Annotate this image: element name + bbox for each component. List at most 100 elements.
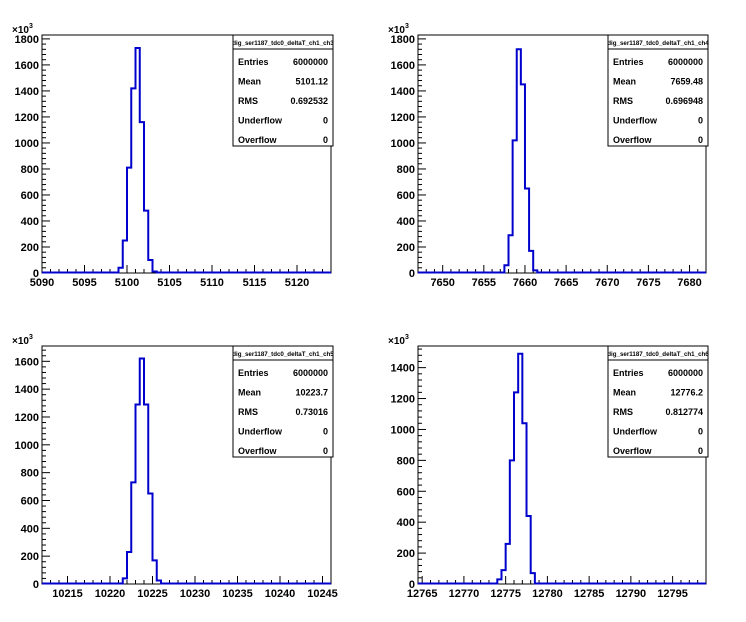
- x-tick-label: 7680: [677, 277, 701, 289]
- y-tick-label: 0: [33, 268, 39, 280]
- y-tick-label: 1200: [15, 412, 39, 424]
- stats-row-value: 0.692532: [290, 96, 328, 106]
- histogram-panel: 7650 7655 7660 7665 7670 7675 7680 0 200 400 600 80…: [388, 23, 709, 289]
- stats-row-label: Entries: [238, 57, 269, 67]
- stats-row-label: Overflow: [238, 135, 278, 145]
- stats-box-frame: [232, 345, 334, 458]
- y-tick-label: 1400: [15, 384, 39, 396]
- y-tick-label: 600: [21, 495, 39, 507]
- x-tick-label: 5095: [72, 277, 96, 289]
- x-tick-label: 10240: [265, 588, 296, 600]
- y-tick-label: 400: [21, 523, 39, 535]
- y-tick-label: 1600: [15, 356, 39, 368]
- x-tick-label: 10245: [307, 588, 338, 600]
- y-multiplier-label: ×103: [388, 334, 409, 347]
- y-tick-label: 1000: [391, 424, 415, 436]
- stats-row-label: RMS: [238, 407, 258, 417]
- histogram-series: [418, 48, 706, 274]
- stats-box: dig_ser1187_tdc0_deltaT_ch1_ch3 Entries 60…: [232, 34, 334, 147]
- stats-row-label: Overflow: [613, 135, 653, 145]
- x-tick-label: 7650: [430, 277, 454, 289]
- x-tick-label: 12770: [449, 588, 480, 600]
- x-tick-label: 7675: [636, 277, 660, 289]
- stats-box: dig_ser1187_tdc0_deltaT_ch1_ch4 Entries 60…: [607, 34, 709, 147]
- y-tick-label: 200: [21, 242, 39, 254]
- y-multiplier-label: ×103: [388, 23, 409, 36]
- stats-row-value: 5101.12: [295, 77, 328, 87]
- stats-row-value: 10223.7: [295, 388, 328, 398]
- stats-box-title: dig_ser1187_tdc0_deltaT_ch1_ch6: [607, 351, 709, 358]
- x-tick-label: 12775: [490, 588, 521, 600]
- y-tick-label: 800: [21, 468, 39, 480]
- x-tick-label: 10215: [52, 588, 83, 600]
- y-tick-label: 800: [397, 164, 415, 176]
- stats-row-value: 0: [323, 427, 328, 437]
- histogram-panel: 5090 5095 5100 5105 5110 5115 5120 0 200 400 600 80…: [12, 23, 334, 289]
- y-tick-label: 1400: [391, 86, 415, 98]
- stats-row-label: Entries: [238, 368, 269, 378]
- stats-row-label: RMS: [613, 96, 633, 106]
- y-tick-label: 1000: [15, 440, 39, 452]
- stats-row-value: 0: [323, 135, 328, 145]
- y-tick-label: 0: [409, 268, 415, 280]
- x-tick-label: 12795: [657, 588, 688, 600]
- y-tick-label: 1400: [391, 363, 415, 375]
- x-tick-label: 12790: [616, 588, 647, 600]
- stats-row-value: 12776.2: [670, 388, 703, 398]
- stats-box-title: dig_ser1187_tdc0_deltaT_ch1_ch3: [232, 40, 334, 47]
- stats-row-value: 0: [698, 427, 703, 437]
- stats-row-label: Mean: [238, 77, 261, 87]
- stats-row-label: Entries: [613, 368, 644, 378]
- stats-box: dig_ser1187_tdc0_deltaT_ch1_ch5 Entries 60…: [232, 345, 334, 458]
- x-tick-label: 5090: [30, 277, 54, 289]
- stats-row-value: 0: [698, 116, 703, 126]
- y-tick-label: 600: [397, 190, 415, 202]
- stats-row-value: 0: [323, 116, 328, 126]
- x-tick-label: 5120: [285, 277, 309, 289]
- y-tick-label: 400: [21, 216, 39, 228]
- histogram-series: [42, 47, 331, 274]
- stats-row-value: 6000000: [668, 368, 703, 378]
- stats-row-label: Overflow: [613, 446, 653, 456]
- y-tick-label: 1000: [391, 138, 415, 150]
- stats-row-value: 0: [698, 135, 703, 145]
- stats-row-value: 6000000: [668, 57, 703, 67]
- y-multiplier-label: ×103: [12, 23, 33, 36]
- stats-row-label: Underflow: [613, 116, 658, 126]
- y-tick-label: 400: [397, 216, 415, 228]
- stats-row-label: RMS: [238, 96, 258, 106]
- y-tick-label: 800: [397, 455, 415, 467]
- y-tick-label: 600: [21, 190, 39, 202]
- stats-box-title: dig_ser1187_tdc0_deltaT_ch1_ch5: [232, 351, 334, 358]
- y-multiplier-label: ×103: [12, 334, 33, 347]
- stats-row-value: 6000000: [293, 368, 328, 378]
- x-tick-label: 7665: [554, 277, 578, 289]
- y-tick-label: 600: [397, 486, 415, 498]
- stats-row-value: 7659.48: [670, 77, 703, 87]
- x-tick-label: 5105: [157, 277, 181, 289]
- y-tick-label: 0: [33, 579, 39, 591]
- y-tick-label: 1600: [15, 60, 39, 72]
- stats-box-frame: [232, 34, 334, 147]
- stats-row-value: 0.696948: [665, 96, 703, 106]
- x-tick-label: 12765: [407, 588, 438, 600]
- stats-box: dig_ser1187_tdc0_deltaT_ch1_ch6 Entries 60…: [607, 345, 709, 458]
- y-tick-label: 800: [21, 164, 39, 176]
- stats-row-label: Underflow: [238, 116, 283, 126]
- histogram-series: [42, 357, 331, 585]
- y-tick-label: 400: [397, 517, 415, 529]
- stats-row-label: Overflow: [238, 446, 278, 456]
- y-tick-label: 200: [397, 242, 415, 254]
- stats-row-label: Entries: [613, 57, 644, 67]
- y-tick-label: 0: [409, 579, 415, 591]
- stats-row-label: Mean: [613, 388, 636, 398]
- x-tick-label: 7660: [513, 277, 537, 289]
- x-tick-label: 12785: [574, 588, 605, 600]
- stats-row-value: 0: [323, 446, 328, 456]
- stats-row-label: Underflow: [238, 427, 283, 437]
- x-tick-label: 12780: [532, 588, 563, 600]
- y-tick-label: 1600: [391, 60, 415, 72]
- x-tick-label: 10230: [180, 588, 211, 600]
- stats-row-value: 0.812774: [665, 407, 703, 417]
